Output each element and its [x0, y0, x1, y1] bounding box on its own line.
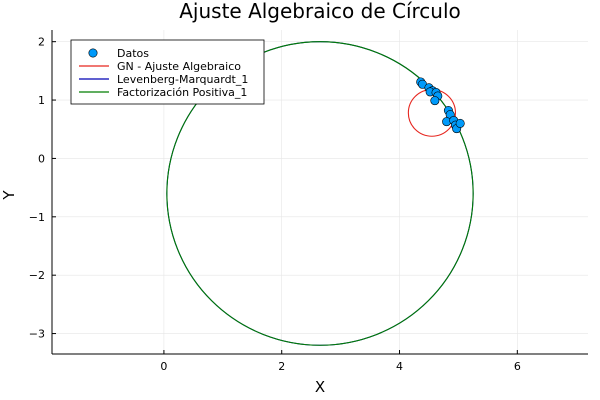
y-tick-label: −2 [29, 269, 45, 282]
y-tick-label: 1 [38, 94, 45, 107]
plot-area [166, 41, 474, 346]
legend-entry: Datos [117, 47, 149, 60]
legend-entry: Levenberg-Marquardt_1 [117, 73, 248, 86]
data-point [455, 118, 465, 128]
legend-box [70, 39, 265, 105]
legend-entry: GN - Ajuste Algebraico [117, 60, 241, 73]
grid-lines [52, 30, 588, 354]
x-tick-label: 0 [160, 360, 167, 373]
legend-marker [88, 48, 98, 58]
legend-entry: Factorización Positiva_1 [117, 86, 247, 99]
data-point [430, 96, 440, 106]
y-tick-label: −1 [29, 211, 45, 224]
chart-title: Ajuste Algebraico de Círculo [179, 0, 461, 23]
x-tick-label: 2 [278, 360, 285, 373]
x-axis-label: X [315, 378, 325, 396]
y-axis-label: Y [0, 190, 18, 201]
y-tick-label: 0 [38, 152, 45, 165]
y-tick-label: −3 [29, 328, 45, 341]
x-tick-label: 4 [396, 360, 403, 373]
y-tick-label: 2 [38, 36, 45, 49]
series-circle-factorizaci-n-positiva-1 [166, 41, 474, 346]
x-tick-label: 6 [514, 360, 521, 373]
axes: 0 2 4 6 −3 −2 −1 0 1 2 [29, 30, 588, 373]
